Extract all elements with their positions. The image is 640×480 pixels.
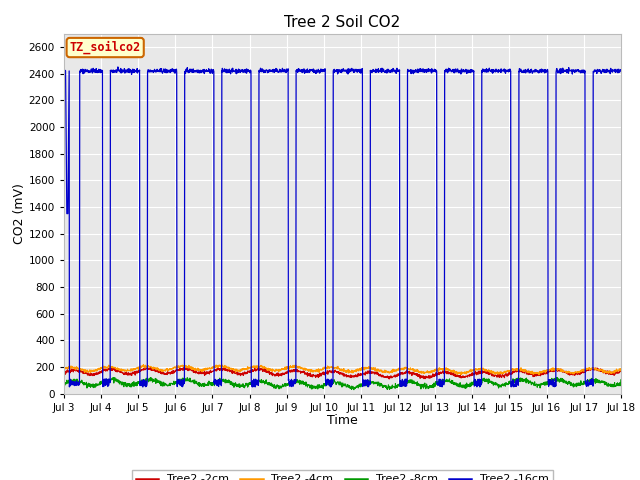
Tree2 -16cm bbox=[60, 67, 68, 73]
Tree2 -16cm bbox=[359, 380, 367, 386]
Tree2 -8cm bbox=[350, 387, 358, 393]
Tree2 -4cm bbox=[504, 368, 512, 373]
Tree2 -4cm bbox=[371, 366, 379, 372]
Tree2 -4cm bbox=[535, 372, 543, 378]
Tree2 -4cm bbox=[216, 362, 223, 368]
Tree2 -8cm bbox=[371, 380, 379, 386]
X-axis label: Time: Time bbox=[327, 414, 358, 427]
Tree2 -16cm bbox=[249, 384, 257, 390]
Tree2 -4cm bbox=[60, 367, 68, 373]
Tree2 -2cm bbox=[216, 367, 223, 372]
Y-axis label: CO2 (mV): CO2 (mV) bbox=[13, 183, 26, 244]
Tree2 -16cm bbox=[371, 69, 379, 74]
Line: Tree2 -2cm: Tree2 -2cm bbox=[64, 368, 621, 379]
Tree2 -2cm bbox=[617, 368, 625, 374]
Tree2 -4cm bbox=[584, 366, 591, 372]
Tree2 -2cm bbox=[60, 370, 68, 376]
Tree2 -8cm bbox=[617, 377, 625, 383]
Tree2 -8cm bbox=[504, 381, 512, 386]
Line: Tree2 -4cm: Tree2 -4cm bbox=[64, 364, 621, 375]
Tree2 -4cm bbox=[359, 367, 367, 373]
Tree2 -16cm bbox=[617, 68, 625, 73]
Legend: Tree2 -2cm, Tree2 -4cm, Tree2 -8cm, Tree2 -16cm: Tree2 -2cm, Tree2 -4cm, Tree2 -8cm, Tree… bbox=[132, 470, 553, 480]
Tree2 -8cm bbox=[584, 377, 591, 383]
Tree2 -8cm bbox=[60, 381, 68, 387]
Tree2 -2cm bbox=[371, 371, 379, 377]
Tree2 -2cm bbox=[147, 365, 155, 371]
Tree2 -8cm bbox=[216, 377, 223, 383]
Text: TZ_soilco2: TZ_soilco2 bbox=[70, 41, 141, 54]
Tree2 -4cm bbox=[617, 366, 625, 372]
Tree2 -4cm bbox=[140, 361, 147, 367]
Tree2 -2cm bbox=[359, 370, 367, 376]
Tree2 -16cm bbox=[584, 377, 591, 383]
Tree2 -2cm bbox=[568, 371, 576, 377]
Line: Tree2 -16cm: Tree2 -16cm bbox=[64, 67, 621, 387]
Tree2 -8cm bbox=[359, 383, 367, 388]
Tree2 -16cm bbox=[505, 69, 513, 75]
Tree2 -2cm bbox=[385, 376, 393, 382]
Tree2 -4cm bbox=[568, 370, 576, 376]
Tree2 -16cm bbox=[568, 67, 576, 73]
Tree2 -16cm bbox=[216, 381, 223, 386]
Title: Tree 2 Soil CO2: Tree 2 Soil CO2 bbox=[284, 15, 401, 30]
Tree2 -2cm bbox=[584, 368, 591, 373]
Tree2 -8cm bbox=[568, 383, 576, 388]
Line: Tree2 -8cm: Tree2 -8cm bbox=[64, 377, 621, 390]
Tree2 -8cm bbox=[515, 374, 522, 380]
Tree2 -16cm bbox=[114, 64, 122, 70]
Tree2 -2cm bbox=[505, 372, 513, 378]
